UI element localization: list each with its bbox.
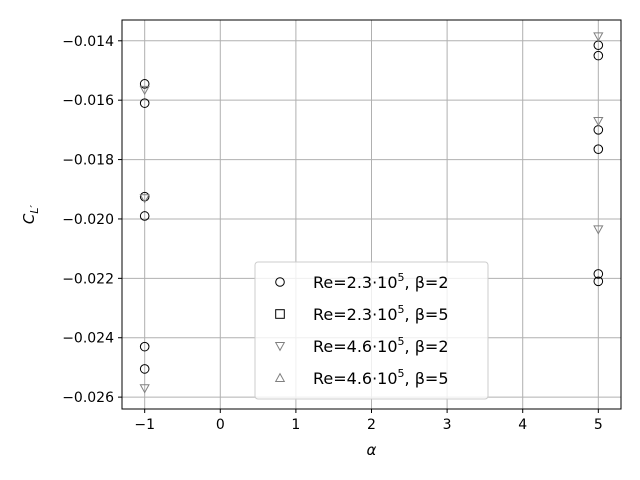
data-point <box>139 98 150 108</box>
x-tick-label: 0 <box>216 417 225 433</box>
data-point <box>593 276 604 287</box>
y-tick-label: −0.020 <box>62 212 114 228</box>
legend-marker <box>275 309 285 319</box>
data-points <box>139 32 604 394</box>
legend: Re=2.3·105, β=2 Re=2.3·105, β=5 Re=4.6·105… <box>254 261 489 400</box>
data-point <box>139 384 150 394</box>
data-point <box>593 117 604 127</box>
legend-marker <box>274 342 286 352</box>
data-point <box>139 211 150 221</box>
data-point <box>593 144 604 154</box>
legend-marker <box>275 277 285 287</box>
x-tick-label: 1 <box>291 417 300 433</box>
y-axis-label: CL′ <box>20 204 41 224</box>
legend-entry-label: Re=2.3·105, β=2 <box>313 271 449 292</box>
y-tick-label: −0.014 <box>62 34 114 50</box>
legend-entry-label: Re=4.6·105, β=2 <box>313 335 449 356</box>
legend-entry-label: Re=2.3·105, β=5 <box>313 303 449 324</box>
grid-lines <box>122 20 621 409</box>
x-tick-label: 5 <box>594 417 603 433</box>
data-point <box>593 269 604 279</box>
y-tick-label: −0.026 <box>62 390 114 406</box>
x-tick-label: 4 <box>518 417 527 433</box>
data-point <box>139 341 150 352</box>
y-tick-label: −0.016 <box>62 93 114 109</box>
y-tick-label: −0.018 <box>62 153 114 169</box>
y-tick-label: −0.024 <box>62 331 114 347</box>
data-point <box>593 225 604 235</box>
data-point <box>593 32 604 42</box>
data-point <box>139 79 150 89</box>
data-point <box>593 50 604 61</box>
x-tick-label: 2 <box>367 417 376 433</box>
legend-box <box>254 261 489 400</box>
data-point <box>139 191 150 202</box>
data-point <box>139 364 150 374</box>
data-point <box>139 85 150 96</box>
y-tick-label: −0.022 <box>62 271 114 287</box>
x-axis-label: α <box>367 441 377 459</box>
x-tick-label: 3 <box>443 417 452 433</box>
legend-entry-label: Re=4.6·105, β=5 <box>313 367 449 388</box>
axis-ticks: −1 0 1 2 3 4 5 −0.026 −0.024 −0.022 −0.020 −0.018 −0… <box>62 34 603 433</box>
x-tick-label: −1 <box>134 417 155 433</box>
data-point <box>139 194 150 204</box>
legend-marker <box>274 372 286 382</box>
